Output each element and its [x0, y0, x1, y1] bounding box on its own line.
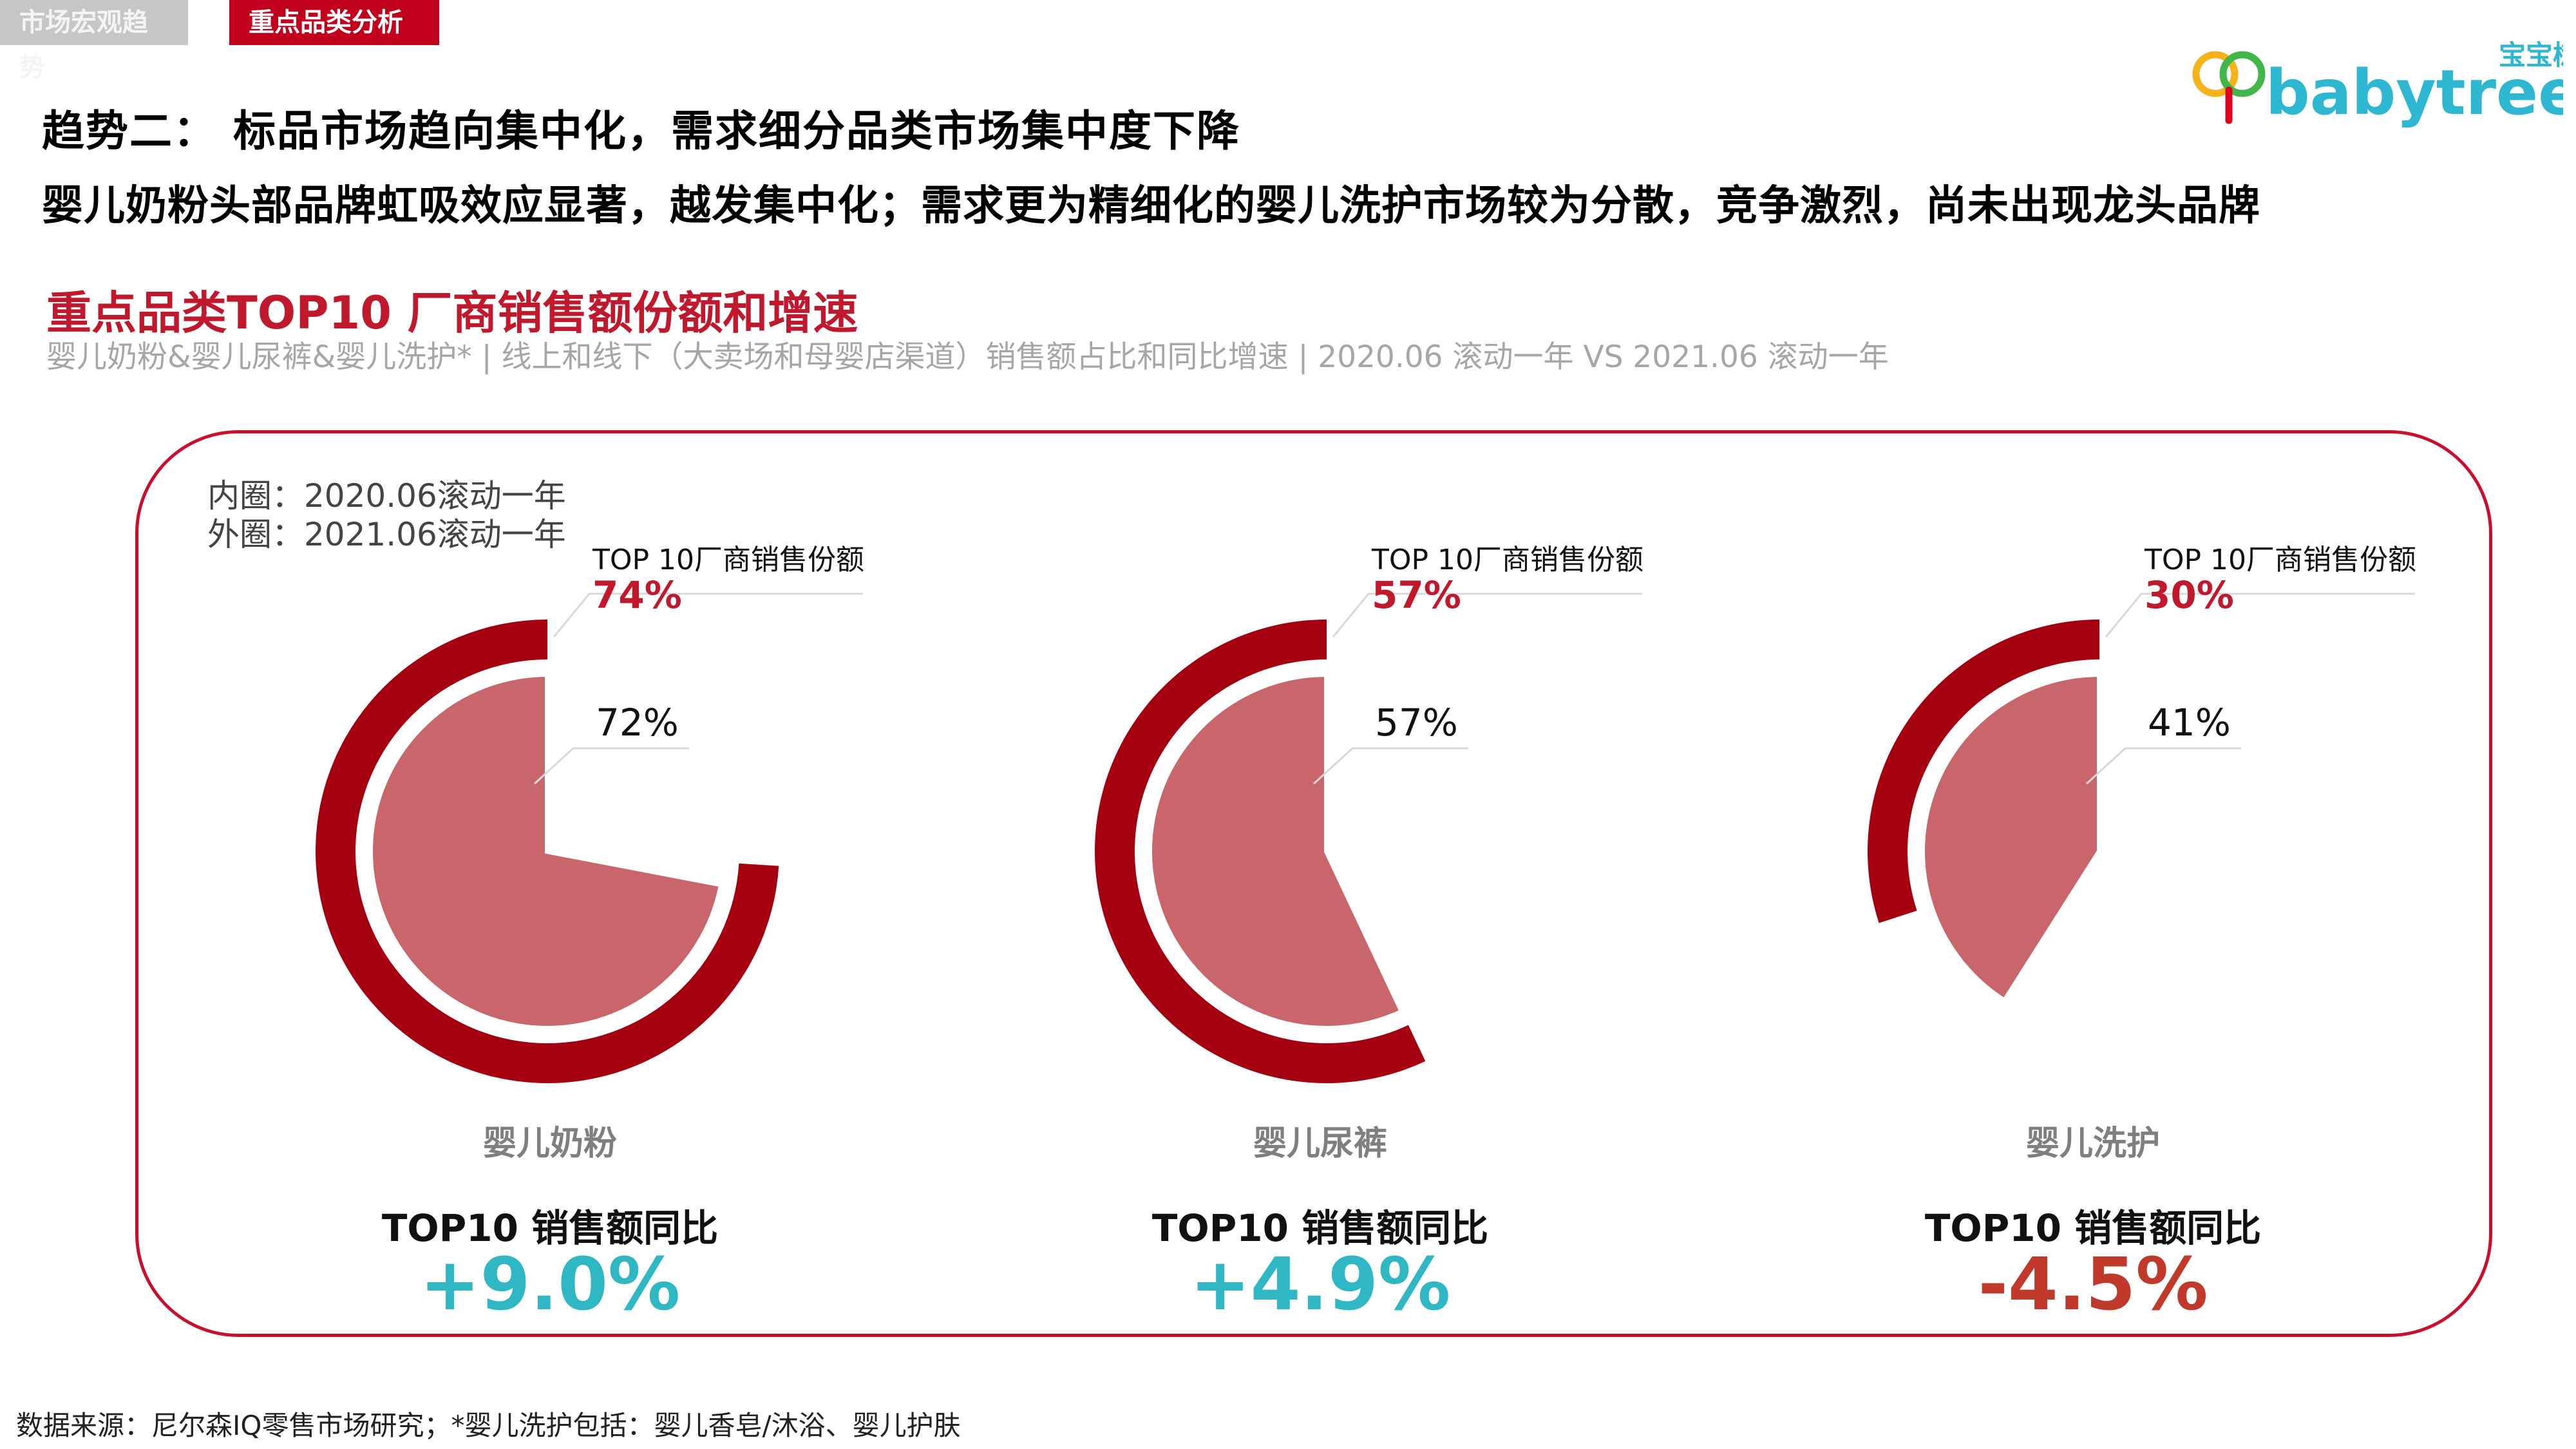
tab-market-macro-trend[interactable]: 市场宏观趋势: [0, 0, 188, 82]
legend-outer: 外圈：2021.06滚动一年: [207, 516, 566, 553]
section-title: 重点品类TOP10 厂商销售额份额和增速: [46, 287, 858, 339]
outer-ring-skincare: [1868, 620, 2099, 923]
outer-leader-skincare: [2105, 592, 2415, 638]
category-label-formula: 婴儿奶粉: [482, 1124, 617, 1163]
yoy-value-formula: +9.0%: [419, 1243, 681, 1327]
inner-pie-formula: [368, 671, 724, 1031]
callout-title-formula: TOP 10厂商销售份额: [592, 544, 864, 576]
inner-pie-skincare: [1920, 671, 2102, 1005]
tree-icon: [2192, 51, 2266, 124]
outer-share-label-formula: 74%: [592, 573, 682, 617]
yoy-title-diapers: TOP10 销售额同比: [1151, 1206, 1489, 1250]
outer-leader-formula: [553, 592, 863, 638]
outer-share-label-diapers: 57%: [1372, 573, 1461, 617]
outer-share-label-skincare: 30%: [2145, 573, 2234, 617]
yoy-title-formula: TOP10 销售额同比: [381, 1206, 719, 1250]
yoy-value-skincare: -4.5%: [1978, 1243, 2208, 1327]
logo-en-text: babytree: [2266, 57, 2563, 129]
babytree-logo: 宝宝树 babytree: [2192, 39, 2563, 129]
logo-cn-text: 宝宝树: [2499, 39, 2563, 71]
inner-pie-diapers: [1147, 671, 1406, 1031]
inner-leader-skincare: [2085, 747, 2241, 785]
outer-leader-diapers: [1332, 592, 1642, 638]
tab-key-category-analysis[interactable]: 重点品类分析: [229, 0, 439, 45]
category-label-diapers: 婴儿尿裤: [1253, 1124, 1387, 1163]
legend-inner: 内圈：2020.06滚动一年: [207, 477, 566, 515]
section-subtitle: 婴儿奶粉&婴儿尿裤&婴儿洗护* | 线上和线下（大卖场和母婴店渠道）销售额占比和…: [46, 339, 1889, 375]
page-headline: 趋势二： 标品市场趋向集中化，需求细分品类市场集中度下降: [42, 106, 1240, 156]
inner-share-label-formula: 72%: [596, 701, 679, 744]
outer-ring-diapers: [1095, 620, 1426, 1084]
inner-leader-formula: [533, 747, 689, 785]
yoy-value-diapers: +4.9%: [1189, 1243, 1451, 1327]
yoy-title-skincare: TOP10 销售额同比: [1924, 1206, 2262, 1250]
chart-panel: [135, 430, 2492, 1337]
category-label-skincare: 婴儿洗护: [2025, 1124, 2160, 1163]
footer-source: 数据来源：尼尔森IQ零售市场研究；*婴儿洗护包括：婴儿香皂/沐浴、婴儿护肤: [16, 1410, 961, 1441]
callout-title-skincare: TOP 10厂商销售份额: [2144, 544, 2416, 576]
inner-share-label-diapers: 57%: [1375, 701, 1458, 744]
inner-share-label-skincare: 41%: [2148, 701, 2231, 744]
page-subheadline: 婴儿奶粉头部品牌虹吸效应显著，越发集中化；需求更为精细化的婴儿洗护市场较为分散，…: [42, 182, 2260, 230]
callout-title-diapers: TOP 10厂商销售份额: [1371, 544, 1643, 576]
inner-leader-diapers: [1312, 747, 1468, 785]
